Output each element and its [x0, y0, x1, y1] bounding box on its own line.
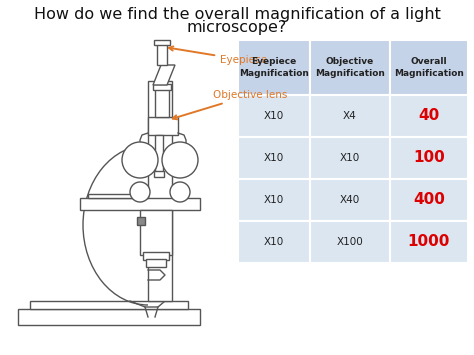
Text: X4: X4: [343, 111, 357, 121]
Circle shape: [170, 182, 190, 202]
Text: Eyepiece
Magnification: Eyepiece Magnification: [239, 58, 309, 77]
Text: 400: 400: [413, 192, 445, 208]
Bar: [310, 221, 390, 263]
Bar: [143, 252, 169, 260]
Text: X10: X10: [264, 237, 284, 247]
Bar: [157, 43, 167, 65]
Bar: [310, 179, 390, 221]
Bar: [390, 221, 468, 263]
Bar: [238, 221, 310, 263]
Text: X10: X10: [264, 111, 284, 121]
Text: microscope?: microscope?: [187, 20, 287, 35]
Bar: [80, 198, 200, 210]
Bar: [390, 137, 468, 179]
Bar: [146, 259, 166, 267]
Bar: [30, 301, 188, 309]
Bar: [148, 81, 172, 301]
Bar: [154, 40, 170, 45]
Text: Objective
Magnification: Objective Magnification: [315, 58, 385, 77]
Bar: [140, 155, 148, 170]
Bar: [238, 137, 310, 179]
Circle shape: [49, 311, 61, 322]
Bar: [310, 95, 390, 137]
Bar: [137, 217, 145, 225]
Text: 40: 40: [419, 109, 439, 124]
Text: 100: 100: [413, 151, 445, 165]
Circle shape: [130, 182, 150, 202]
Text: Eyepiece: Eyepiece: [169, 47, 267, 65]
Bar: [178, 155, 186, 170]
Text: X100: X100: [337, 237, 364, 247]
Circle shape: [122, 142, 158, 178]
Bar: [155, 87, 169, 117]
Bar: [390, 95, 468, 137]
Text: X10: X10: [264, 195, 284, 205]
Text: X40: X40: [340, 195, 360, 205]
Text: 1000: 1000: [408, 235, 450, 250]
Bar: [310, 137, 390, 179]
Bar: [148, 117, 178, 135]
Bar: [153, 84, 171, 90]
Bar: [140, 210, 172, 255]
Text: How do we find the overall magnification of a light: How do we find the overall magnification…: [34, 7, 440, 22]
Bar: [238, 40, 310, 95]
Bar: [238, 95, 310, 137]
Bar: [155, 135, 163, 173]
Bar: [238, 179, 310, 221]
Bar: [88, 194, 148, 198]
Text: X10: X10: [340, 153, 360, 163]
Text: X10: X10: [264, 153, 284, 163]
Circle shape: [162, 142, 198, 178]
Text: Overall
Magnification: Overall Magnification: [394, 58, 464, 77]
Bar: [390, 179, 468, 221]
Bar: [154, 171, 164, 177]
Polygon shape: [153, 65, 175, 85]
Bar: [310, 40, 390, 95]
Bar: [18, 309, 200, 325]
Bar: [390, 40, 468, 95]
Text: Objective lens: Objective lens: [173, 90, 287, 119]
